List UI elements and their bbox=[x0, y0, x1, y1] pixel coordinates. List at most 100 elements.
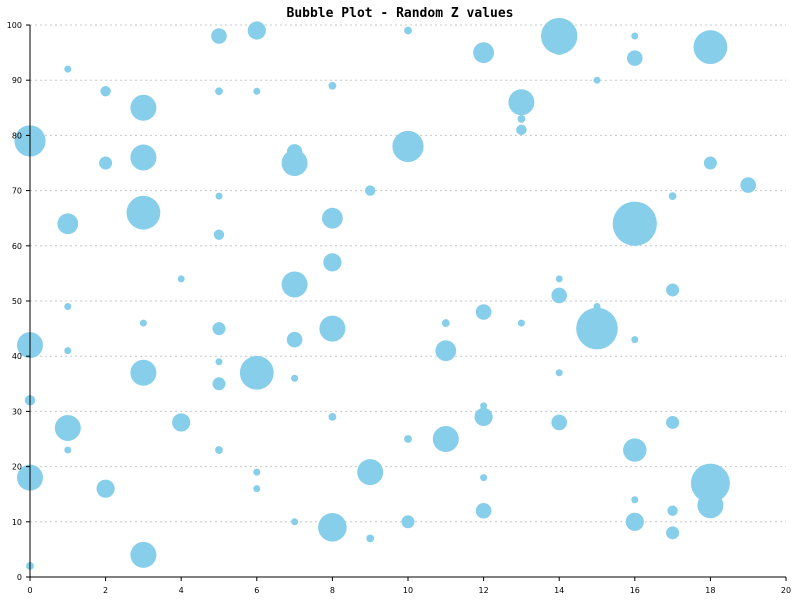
bubble-point-26 bbox=[322, 207, 343, 229]
bubble-point-79 bbox=[631, 336, 639, 344]
bubble-point-44 bbox=[740, 177, 756, 193]
x-tick-label-0: 0 bbox=[27, 586, 32, 595]
bubble-point-52 bbox=[703, 156, 717, 170]
bubble-point-49 bbox=[666, 526, 680, 540]
x-tick-label-8: 16 bbox=[630, 586, 640, 595]
bubble-point-72 bbox=[139, 319, 147, 327]
bubble-point-85 bbox=[291, 518, 299, 526]
bubble-point-60 bbox=[215, 446, 223, 454]
bubble-point-80 bbox=[64, 303, 72, 311]
bubble-point-12 bbox=[54, 414, 81, 441]
bubble-point-77 bbox=[480, 402, 488, 410]
x-tick-label-10: 20 bbox=[781, 586, 791, 595]
bubble-point-2 bbox=[690, 463, 730, 503]
bubble-point-23 bbox=[697, 492, 724, 519]
bubble-point-55 bbox=[213, 229, 225, 240]
bubble-point-48 bbox=[401, 515, 415, 529]
axes bbox=[26, 24, 787, 581]
bubble-point-15 bbox=[130, 144, 157, 171]
x-tick-label-9: 18 bbox=[705, 586, 715, 595]
bubble-point-83 bbox=[253, 468, 261, 476]
bubble-point-61 bbox=[215, 87, 223, 96]
bubble-point-16 bbox=[130, 94, 157, 121]
bubble-point-0 bbox=[612, 201, 657, 246]
bubble-point-45 bbox=[99, 156, 113, 170]
bubble-point-8 bbox=[392, 130, 424, 163]
bubble-point-31 bbox=[247, 21, 266, 40]
bubble-point-84 bbox=[253, 87, 261, 95]
bubble-point-57 bbox=[516, 124, 527, 136]
bubble-point-81 bbox=[64, 65, 72, 73]
bubble-point-75 bbox=[253, 485, 261, 493]
bubble-point-66 bbox=[404, 26, 412, 35]
bubble-point-65 bbox=[404, 435, 412, 443]
bubble-point-41 bbox=[551, 287, 567, 304]
y-tick-label-3: 30 bbox=[12, 407, 22, 416]
bubble-point-71 bbox=[64, 347, 72, 355]
y-tick-label-10: 100 bbox=[7, 21, 22, 30]
bubble-point-25 bbox=[57, 213, 79, 235]
bubble-point-54 bbox=[100, 86, 111, 97]
bubble-point-70 bbox=[64, 446, 72, 454]
y-tick-label-2: 20 bbox=[12, 463, 22, 472]
bubble-point-19 bbox=[319, 315, 346, 342]
bubble-point-76 bbox=[291, 374, 299, 382]
bubble-point-87 bbox=[517, 319, 525, 327]
bubble-point-24 bbox=[623, 438, 647, 462]
bubble-point-34 bbox=[625, 512, 644, 531]
bubble-point-82 bbox=[215, 192, 223, 200]
bubble-point-63 bbox=[328, 81, 337, 90]
bubble-point-4 bbox=[126, 195, 161, 230]
bubble-point-18 bbox=[281, 150, 308, 176]
bubble-point-27 bbox=[435, 340, 457, 362]
bubble-point-5 bbox=[239, 355, 274, 390]
bubble-point-37 bbox=[286, 144, 303, 160]
bubble-point-50 bbox=[666, 415, 680, 429]
bubble-point-3 bbox=[541, 17, 578, 55]
bubble-point-67 bbox=[441, 319, 450, 327]
bubble-point-13 bbox=[130, 541, 157, 568]
bubble-point-21 bbox=[432, 426, 459, 452]
bubble-point-30 bbox=[172, 413, 191, 432]
bubble-point-29 bbox=[96, 479, 115, 498]
y-tick-label-0: 0 bbox=[17, 573, 22, 582]
x-tick-label-4: 8 bbox=[330, 586, 335, 595]
x-tick-label-7: 14 bbox=[554, 586, 564, 595]
bubble-point-46 bbox=[212, 377, 226, 391]
bubble-point-38 bbox=[475, 502, 492, 519]
bubble-point-40 bbox=[551, 414, 567, 431]
bubble-point-33 bbox=[474, 407, 493, 427]
bubble-point-78 bbox=[593, 76, 601, 84]
x-tick-label-6: 12 bbox=[479, 586, 489, 595]
bubble-point-28 bbox=[473, 42, 494, 63]
bubble-point-42 bbox=[551, 39, 567, 55]
bubble-point-62 bbox=[328, 413, 337, 421]
bubble-point-14 bbox=[130, 359, 157, 386]
bubble-point-9 bbox=[318, 513, 347, 542]
bubble-point-35 bbox=[211, 28, 227, 44]
bubble-point-20 bbox=[357, 459, 384, 486]
bubble-point-92 bbox=[631, 32, 639, 40]
bubble-point-91 bbox=[631, 496, 639, 504]
bubble-point-43 bbox=[627, 50, 643, 66]
chart-title: Bubble Plot - Random Z values bbox=[287, 6, 514, 21]
x-tick-label-5: 10 bbox=[403, 586, 413, 595]
bubble-point-58 bbox=[667, 505, 678, 516]
bubble-point-89 bbox=[555, 275, 563, 283]
bubble-point-73 bbox=[177, 275, 185, 283]
bubbles bbox=[14, 17, 756, 570]
x-tick-label-2: 4 bbox=[179, 586, 184, 595]
bubble-point-68 bbox=[517, 114, 526, 123]
bubble-point-88 bbox=[555, 369, 563, 377]
bubble-point-22 bbox=[508, 89, 535, 116]
y-tick-label-4: 40 bbox=[12, 352, 22, 361]
bubble-point-90 bbox=[593, 303, 601, 311]
bubble-point-17 bbox=[281, 271, 308, 298]
bubble-point-6 bbox=[693, 30, 728, 64]
y-tick-label-6: 60 bbox=[12, 242, 22, 251]
x-tick-label-1: 2 bbox=[103, 586, 108, 595]
bubble-point-86 bbox=[480, 474, 488, 482]
y-tick-label-8: 80 bbox=[12, 131, 22, 140]
bubble-point-69 bbox=[668, 192, 677, 201]
